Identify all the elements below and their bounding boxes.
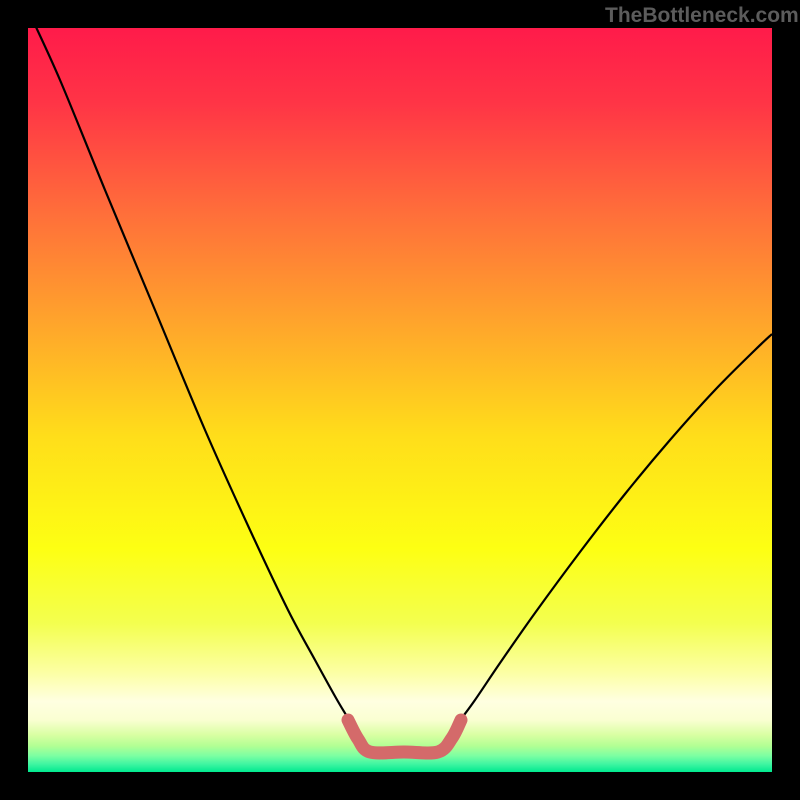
chart-svg — [0, 0, 800, 800]
bottleneck-chart: TheBottleneck.com — [0, 0, 800, 800]
watermark-text: TheBottleneck.com — [605, 4, 799, 28]
plot-gradient-background — [28, 28, 772, 772]
